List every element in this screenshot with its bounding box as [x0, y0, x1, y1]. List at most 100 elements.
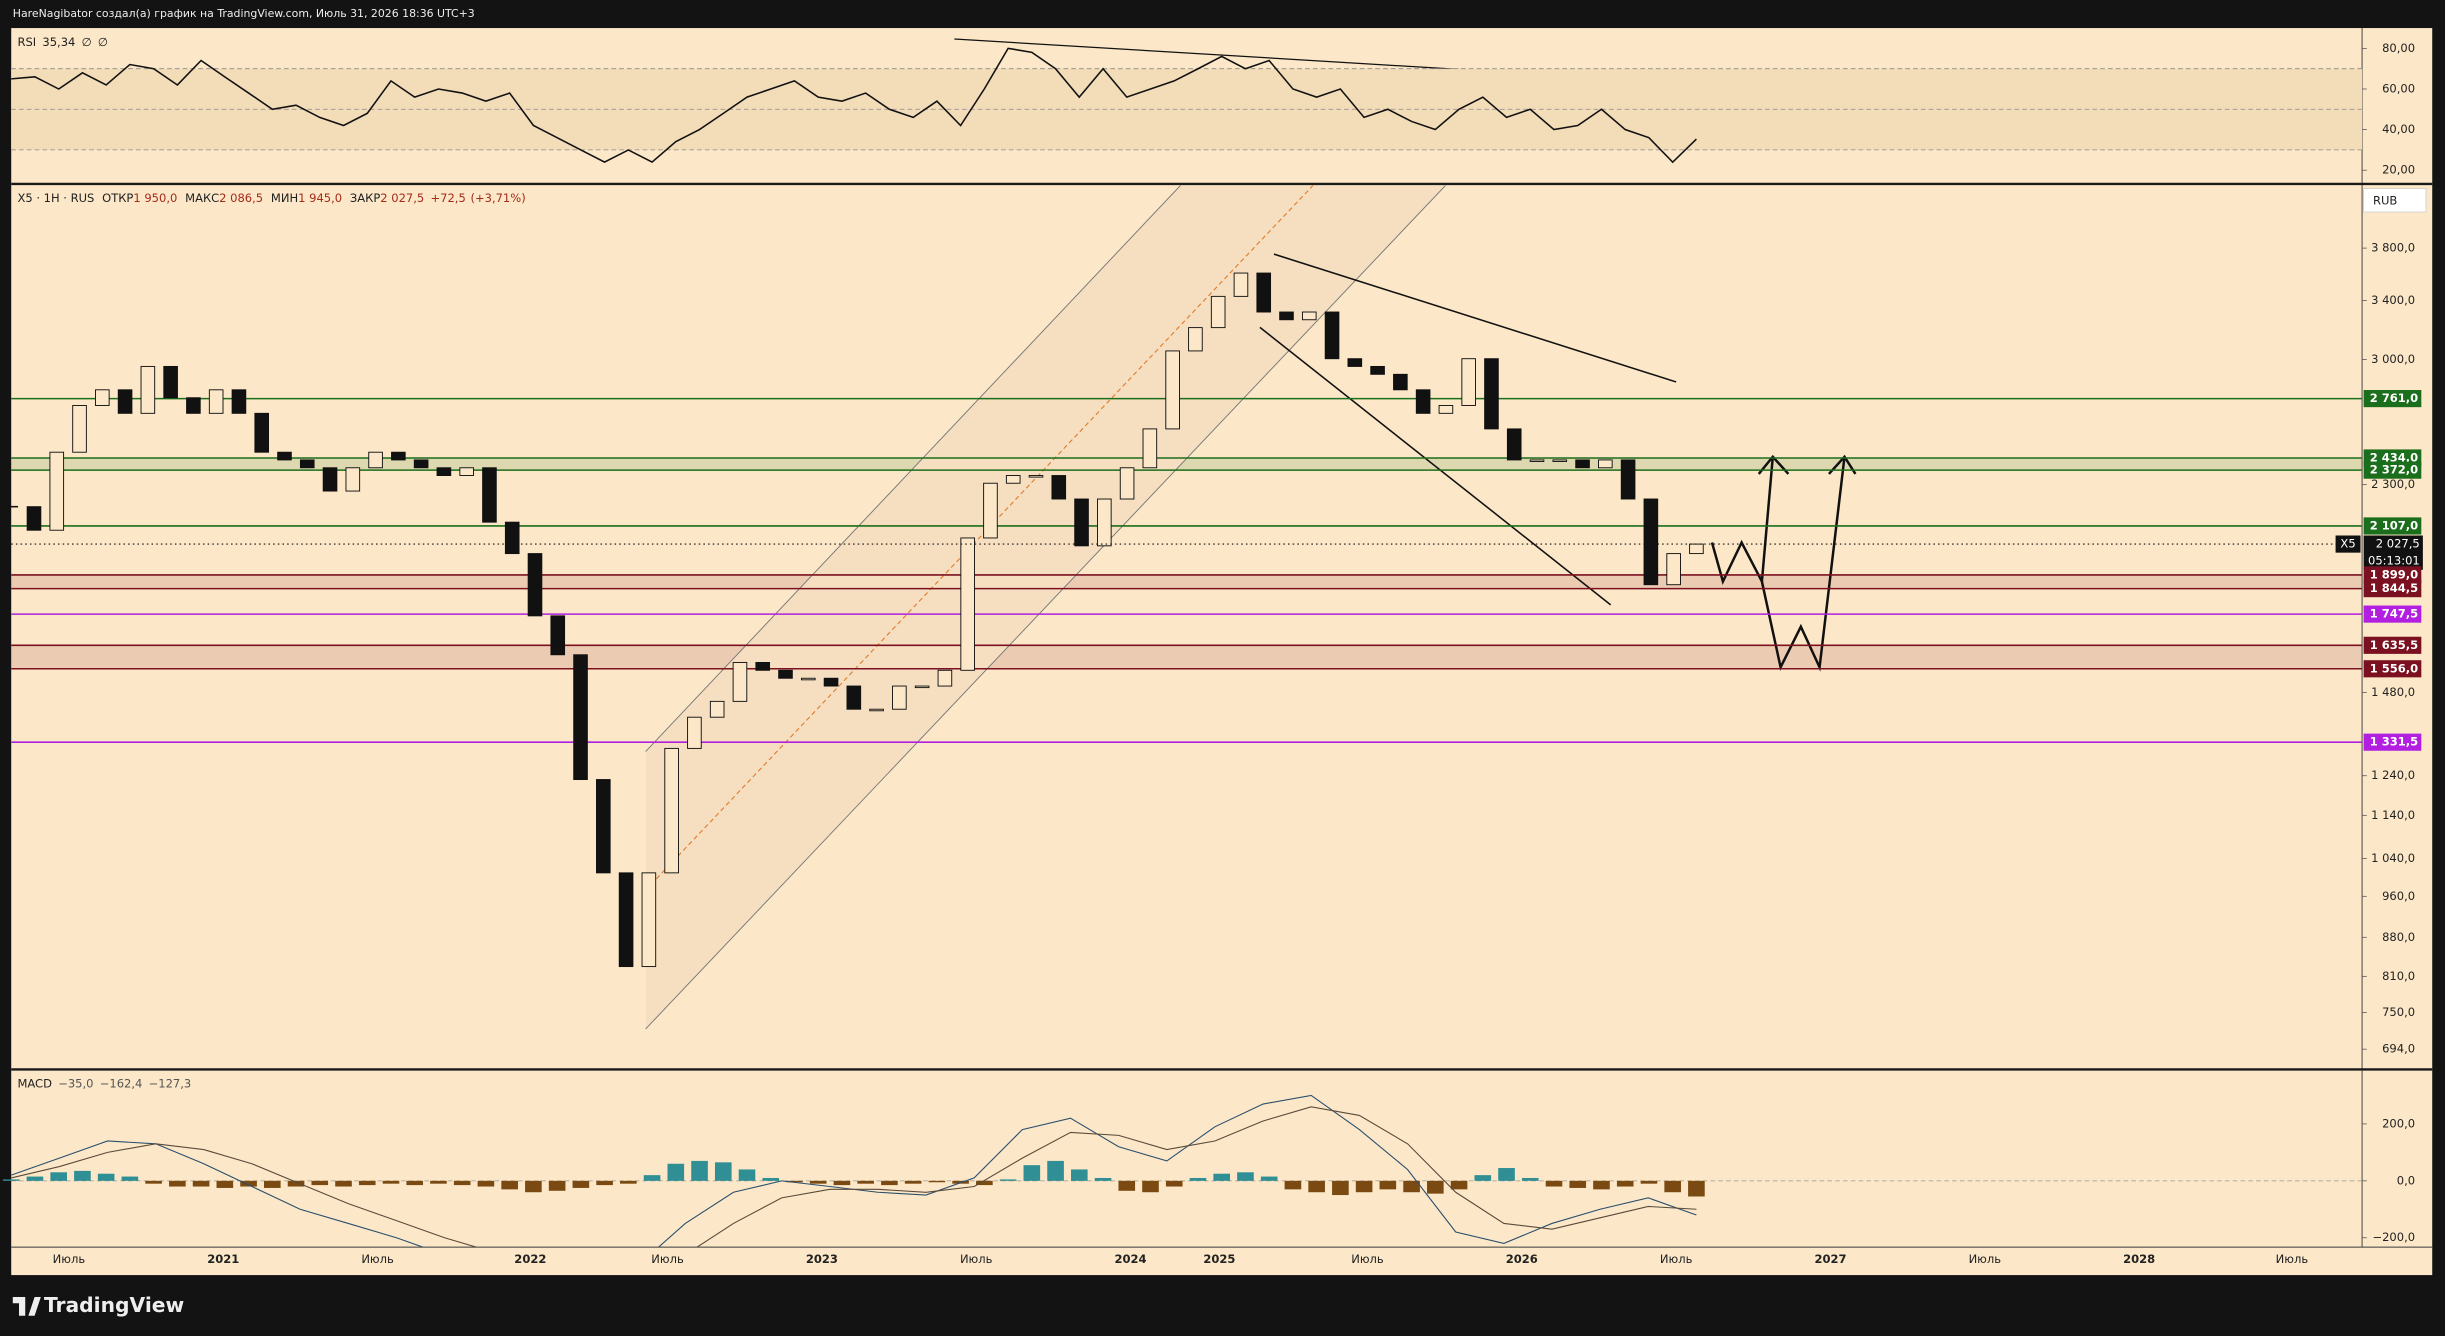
x-tick-label: 2026 — [1506, 1252, 1538, 1266]
histogram-bar — [833, 1180, 851, 1186]
level-label-box — [2363, 461, 2422, 479]
candle — [1279, 311, 1294, 321]
candle — [1552, 459, 1568, 462]
level-label: 1 747,5 — [2370, 607, 2418, 621]
level-label-box — [2363, 390, 2422, 408]
histogram-bar — [406, 1180, 424, 1186]
candle — [823, 677, 839, 687]
header-text: HareNagibator создал(а) график на Tradin… — [13, 7, 475, 20]
x-tick-label: 2021 — [207, 1252, 239, 1266]
histogram-bar — [74, 1170, 91, 1181]
histogram-bar — [430, 1180, 447, 1184]
histogram-bar — [2, 1179, 20, 1181]
histogram-bar — [1047, 1160, 1064, 1181]
y-tick-label: 2 300,0 — [2371, 477, 2415, 491]
histogram-bar — [1189, 1177, 1207, 1181]
histogram-bar — [1165, 1180, 1183, 1187]
last-price-box — [2363, 535, 2423, 570]
histogram-bar — [311, 1180, 329, 1186]
histogram-bar — [1260, 1176, 1278, 1181]
candle — [1347, 358, 1363, 367]
histogram-bar — [453, 1180, 471, 1186]
x-tick-label: 2025 — [1203, 1252, 1235, 1266]
y-tick-label: 750,0 — [2382, 1005, 2415, 1019]
candle — [391, 451, 406, 461]
countdown: 05:13:01 — [2368, 554, 2420, 568]
x-tick-label: Июль — [1351, 1252, 1384, 1266]
x-tick-label: 2028 — [2123, 1252, 2155, 1266]
histogram-bar — [382, 1180, 400, 1184]
candle — [1393, 373, 1408, 391]
candle — [1643, 498, 1659, 586]
candle — [1598, 459, 1613, 469]
histogram-bar — [1070, 1169, 1088, 1181]
y-tick-label: 20,00 — [2382, 163, 2415, 177]
symbol-box — [2335, 535, 2361, 553]
candle — [1620, 459, 1636, 500]
candle — [436, 467, 452, 477]
histogram-bar — [691, 1160, 708, 1181]
legend-value: ∅ — [98, 35, 108, 49]
candle — [937, 669, 953, 687]
candle — [26, 506, 42, 531]
channel-midline — [645, 185, 1314, 891]
candle — [1142, 428, 1158, 469]
histogram-bar — [1332, 1180, 1349, 1196]
candle — [778, 669, 793, 679]
level-label: 2 761,0 — [2370, 391, 2418, 405]
candle — [1051, 475, 1067, 500]
histogram-bar — [857, 1180, 874, 1184]
candle — [186, 397, 201, 414]
histogram-bar — [1450, 1180, 1468, 1190]
candle — [95, 389, 110, 406]
histogram-bar — [1498, 1168, 1515, 1181]
histogram-bar — [1616, 1180, 1634, 1187]
rsi-line — [11, 47, 1697, 164]
legend-symbol: X5 · 1H · RUS — [17, 190, 94, 204]
arrow-head — [1827, 454, 1857, 475]
histogram-bar — [596, 1180, 613, 1186]
histogram-bar — [1688, 1180, 1705, 1197]
histogram-bar — [263, 1180, 281, 1188]
candle — [345, 467, 361, 492]
histogram-bar — [240, 1180, 257, 1187]
legend-change-pct: (+3,71%) — [470, 190, 525, 204]
legend-change: +72,5 — [431, 190, 466, 204]
candle — [1415, 389, 1431, 414]
channel-line — [645, 185, 1181, 752]
level-label-box — [2363, 636, 2422, 654]
candle — [1233, 272, 1249, 297]
legend-title: RSI — [17, 35, 36, 49]
y-tick-label: 960,0 — [2382, 889, 2415, 903]
x-tick-label: 2022 — [514, 1252, 546, 1266]
histogram-bar — [477, 1180, 495, 1187]
histogram-bar — [928, 1180, 946, 1183]
candle — [800, 677, 816, 681]
y-tick-label: 810,0 — [2382, 969, 2415, 983]
histogram-bar — [1023, 1165, 1041, 1181]
rsi-trend-line — [954, 38, 1524, 74]
level-label-box — [2363, 605, 2422, 623]
y-tick-label: 1 480,0 — [2371, 685, 2415, 699]
y-tick-label: 3 000,0 — [2371, 352, 2415, 366]
candle — [1097, 498, 1112, 547]
histogram-bar — [999, 1179, 1017, 1181]
candle — [459, 467, 474, 477]
candle — [482, 467, 497, 523]
x-tick-label: Июль — [2276, 1252, 2309, 1266]
candle — [299, 459, 315, 469]
level-label: 2 434,0 — [2370, 450, 2418, 464]
legend-name: МИН — [271, 190, 298, 204]
histogram-bar — [976, 1180, 993, 1186]
candle — [1689, 543, 1704, 555]
histogram-bar — [881, 1180, 898, 1186]
candle — [1529, 459, 1545, 462]
candle — [1370, 365, 1385, 375]
candle — [504, 521, 520, 555]
candle — [755, 661, 771, 671]
symbol-label: X5 — [2340, 537, 2355, 551]
candle — [1461, 358, 1476, 406]
projection-path — [1760, 456, 1775, 582]
y-tick-label: 3 400,0 — [2371, 293, 2415, 307]
logo-text: TradingView — [44, 1293, 184, 1317]
